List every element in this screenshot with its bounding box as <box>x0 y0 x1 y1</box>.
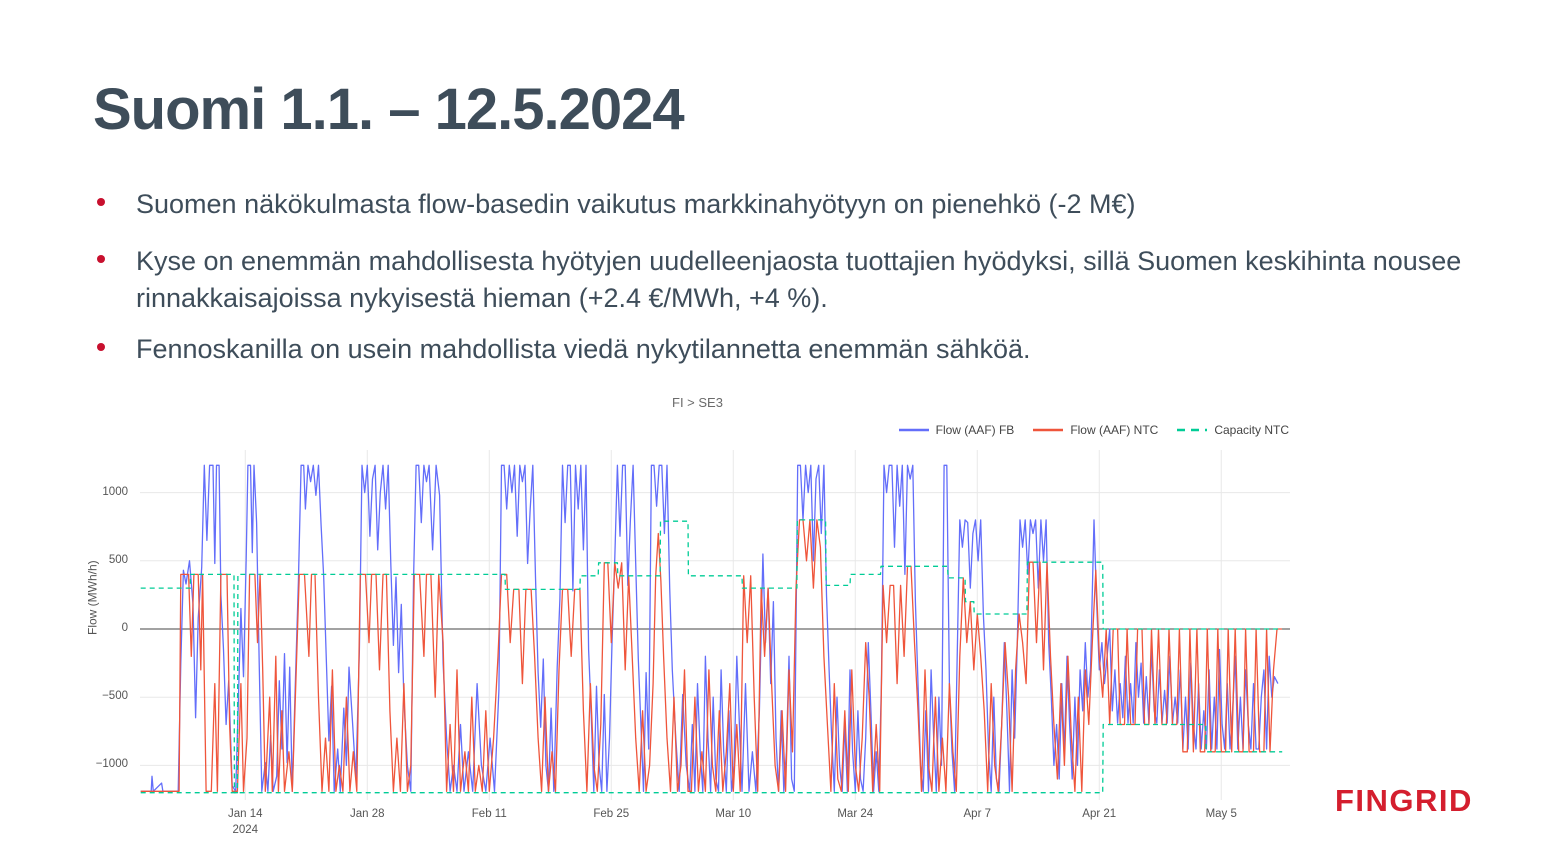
legend-label: Flow (AAF) FB <box>935 423 1015 437</box>
x-tick-label: May 5 <box>1205 808 1237 820</box>
bullet-text: Kyse on enemmän mahdollisesta hyötyjen u… <box>136 246 1462 313</box>
bullet-item: Fennoskanilla on usein mahdollista viedä… <box>97 331 1031 368</box>
series-line-capacity-ntc-upper-limit <box>140 519 1283 794</box>
legend-label: Flow (AAF) NTC <box>1070 423 1159 437</box>
series-line-capacity-ntc-lower-limit <box>140 723 1283 794</box>
y-tick-label: −500 <box>102 690 128 703</box>
page-title: Suomi 1.1. – 12.5.2024 <box>93 77 685 142</box>
legend-item-capacity-ntc: Capacity NTC <box>1176 423 1289 437</box>
x-tick-label: Feb 11 <box>471 808 507 820</box>
series-line-flow-aaf-ntc <box>140 519 1283 792</box>
y-tick-label: 1000 <box>102 485 128 498</box>
x-tick-label: Feb 25 <box>593 808 630 820</box>
chart-title: FI > SE3 <box>672 395 723 410</box>
legend-line-swatch <box>898 428 929 432</box>
legend-item-flow-aaf-fb: Flow (AAF) FB <box>898 423 1015 437</box>
y-tick-label: 0 <box>121 622 128 634</box>
bullet-item: Kyse on enemmän mahdollisesta hyötyjen u… <box>97 243 1486 317</box>
x-tick-label: Jan 14 2024 <box>205 806 285 838</box>
x-tick-label: Apr 7 <box>963 808 992 820</box>
bullet-dot-icon <box>97 255 105 263</box>
legend-line-swatch <box>1033 428 1064 432</box>
y-tick-label: −1000 <box>95 758 128 771</box>
bullet-dot-icon <box>97 343 105 351</box>
bullet-text: Fennoskanilla on usein mahdollista viedä… <box>136 334 1031 364</box>
bullet-item: Suomen näkökulmasta flow-basedin vaikutu… <box>97 186 1136 223</box>
bullet-text: Suomen näkökulmasta flow-basedin vaikutu… <box>136 189 1136 219</box>
legend-item-flow-aaf-ntc: Flow (AAF) NTC <box>1032 423 1158 437</box>
fingrid-logo: FINGRID <box>1335 783 1473 818</box>
x-tick-sublabel: 2024 <box>232 824 259 836</box>
y-tick-label: 500 <box>108 553 128 566</box>
x-tick-label: Mar 10 <box>715 808 752 820</box>
x-tick-label: Mar 24 <box>837 808 874 820</box>
chart-legend: Flow (AAF) FB Flow (AAF) NTC Capacity NTC <box>898 423 1289 437</box>
series-line-flow-aaf-fb <box>140 464 1279 792</box>
bullet-dot-icon <box>97 198 105 206</box>
legend-line-swatch <box>1177 428 1208 432</box>
x-tick-label: Jan 28 <box>350 808 385 820</box>
legend-label: Capacity NTC <box>1214 423 1289 437</box>
x-tick-label: Apr 21 <box>1082 808 1117 820</box>
